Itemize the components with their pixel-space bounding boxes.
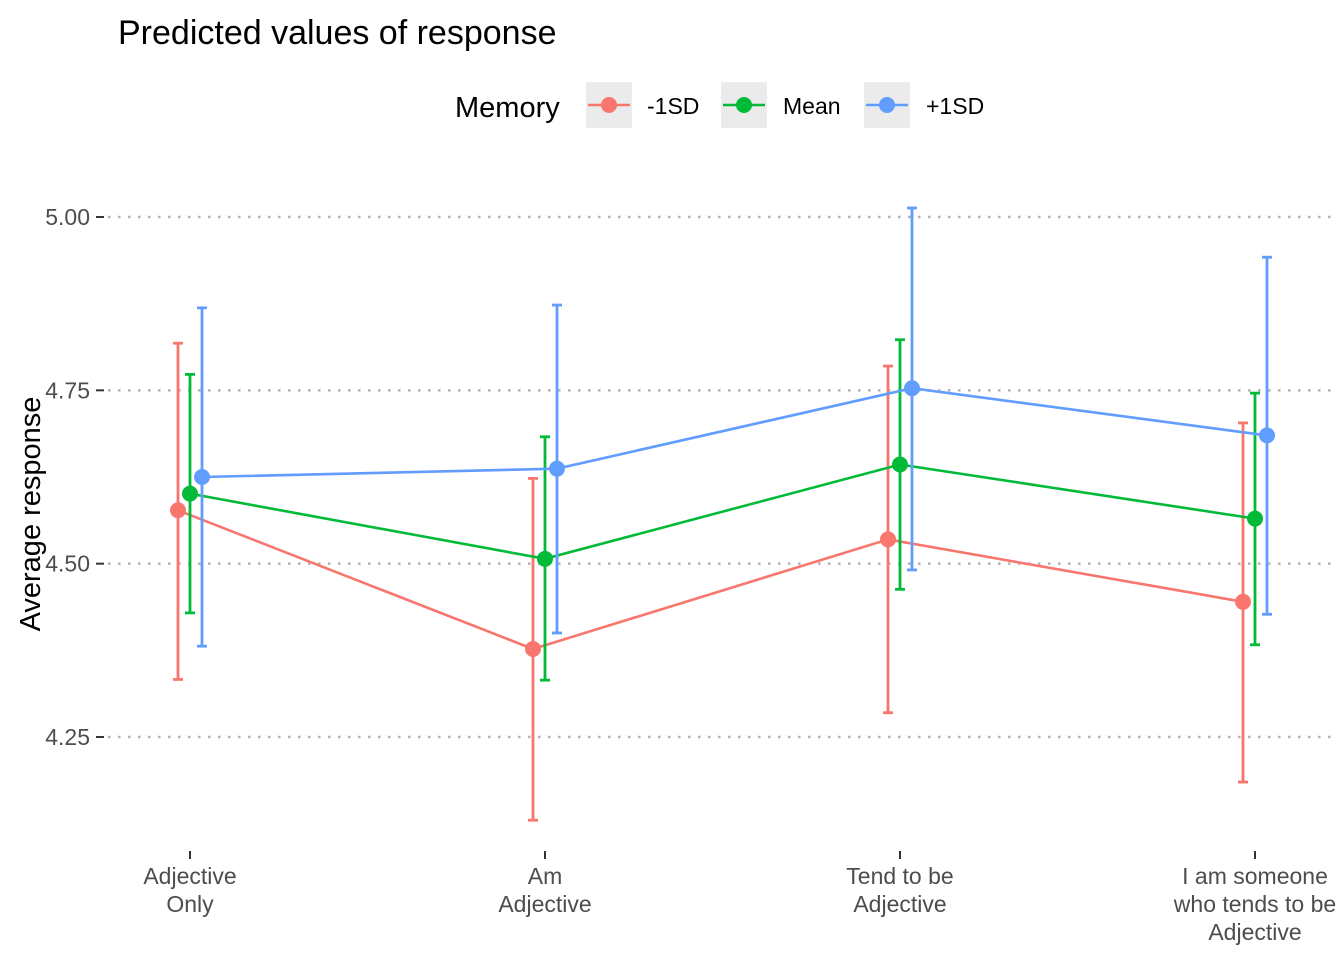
y-axis-title: Average response [15, 397, 47, 632]
chart-title: Predicted values of response [118, 14, 556, 52]
y-axis: 4.25 4.50 4.75 5.00 [45, 204, 104, 750]
data-point [525, 640, 541, 657]
legend-item: +1SD [864, 82, 984, 128]
data-point [1235, 593, 1251, 610]
data-point [537, 550, 553, 567]
data-point [170, 502, 186, 519]
x-tick-label-line: Only [166, 891, 214, 917]
legend: -1SD Mean +1SD [586, 82, 984, 128]
y-tick-label: 4.75 [45, 377, 90, 403]
legend-key-point [601, 97, 617, 113]
x-tick-label: Adjective Only [143, 863, 236, 917]
series-line [177, 509, 1244, 651]
x-tick-label: Am Adjective [498, 863, 591, 917]
series-0 [170, 341, 1251, 822]
data-point [549, 460, 565, 477]
x-tick-label-line: who tends to be [1173, 891, 1336, 917]
series-line [189, 463, 1256, 561]
x-tick-label-line: Tend to be [846, 863, 953, 889]
y-tick-label: 4.50 [45, 551, 90, 577]
data-point [880, 531, 896, 548]
x-tick-label-line: I am someone [1182, 863, 1328, 889]
x-tick-label: I am someone who tends to be Adjective [1173, 863, 1336, 945]
legend-key-point [879, 97, 895, 113]
data-point [892, 456, 908, 473]
x-tick-label-line: Am [528, 863, 563, 889]
legend-title: Memory [455, 92, 560, 124]
x-tick-label: Tend to be Adjective [846, 863, 953, 917]
legend-key-point [736, 97, 752, 113]
series-line [201, 386, 1268, 479]
gridlines [108, 215, 1332, 739]
plot-area [170, 206, 1275, 822]
data-point [1247, 510, 1263, 527]
x-tick-label-line: Adjective [1208, 919, 1301, 945]
y-tick-label: 4.25 [45, 724, 90, 750]
series-1 [182, 338, 1263, 682]
legend-label: Mean [783, 93, 841, 119]
legend-item: Mean [721, 82, 841, 128]
legend-label: +1SD [926, 93, 984, 119]
series-2 [194, 206, 1275, 648]
x-tick-label-line: Adjective [853, 891, 946, 917]
data-point [904, 380, 920, 397]
data-point [194, 469, 210, 485]
legend-item: -1SD [586, 82, 699, 128]
legend-label: -1SD [647, 93, 699, 119]
x-tick-label-line: Adjective [498, 891, 591, 917]
y-tick-label: 5.00 [45, 204, 90, 230]
data-point [182, 485, 198, 502]
x-tick-label-line: Adjective [143, 863, 236, 889]
data-point [1259, 427, 1275, 444]
